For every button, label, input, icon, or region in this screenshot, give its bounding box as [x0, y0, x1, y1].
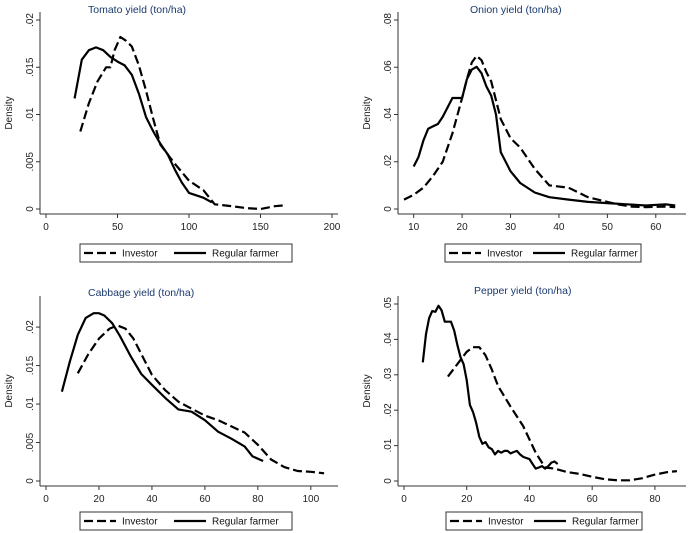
x-tick-label: 80	[252, 494, 264, 505]
legend: Investor Regular farmer	[444, 243, 642, 263]
series-line-investor	[447, 346, 678, 482]
legend: Investor Regular farmer	[79, 243, 293, 263]
chart-title: Pepper yield (ton/ha)	[474, 285, 571, 297]
chart-panel-3: Cabbage yield (ton/ha) Density 0 .005 .01 .01…	[4, 287, 338, 531]
chart-panel-1: Tomato yield (ton/ha) Density 0 .005 .01 .015…	[4, 4, 341, 263]
legend-label-regular-farmer: Regular farmer	[572, 517, 639, 528]
x-tick-label: 60	[587, 494, 599, 505]
y-tick-label: .02	[25, 320, 36, 334]
x-tick-label: 60	[650, 222, 662, 233]
x-tick-label: 40	[524, 494, 536, 505]
y-tick-label: .02	[383, 403, 394, 417]
x-tick-label: 20	[461, 494, 473, 505]
legend-label-regular-farmer: Regular farmer	[212, 249, 279, 260]
legend-label-investor: Investor	[122, 249, 158, 260]
x-tick-label: 40	[146, 494, 158, 505]
chart-title: Tomato yield (ton/ha)	[88, 4, 186, 16]
legend-label-investor: Investor	[487, 249, 523, 260]
legend: Investor Regular farmer	[79, 511, 293, 531]
legend-label-investor: Investor	[488, 517, 524, 528]
series-line-investor	[76, 324, 325, 475]
series-line-investor	[79, 35, 287, 211]
series-line-regular-farmer	[60, 312, 264, 463]
y-tick-label: .015	[25, 57, 36, 77]
chart-title: Onion yield (ton/ha)	[470, 4, 562, 16]
y-tick-label: 0	[383, 206, 394, 212]
y-axis-label: Density	[362, 374, 373, 407]
x-tick-label: 30	[505, 222, 517, 233]
y-tick-label: .08	[383, 13, 394, 27]
x-tick-label: 0	[401, 494, 407, 505]
x-tick-label: 100	[302, 494, 319, 505]
x-tick-label: 100	[181, 222, 198, 233]
y-tick-label: 0	[383, 478, 394, 484]
series-line-regular-farmer	[412, 65, 676, 207]
y-tick-label: .01	[25, 107, 36, 121]
series-line-investor	[403, 54, 676, 209]
x-tick-label: 20	[93, 494, 105, 505]
legend-label-regular-farmer: Regular farmer	[212, 517, 279, 528]
y-tick-label: .04	[383, 332, 394, 346]
legend-label-investor: Investor	[122, 517, 158, 528]
y-tick-label: .06	[383, 60, 394, 74]
x-tick-label: 50	[602, 222, 614, 233]
x-tick-label: 0	[43, 222, 49, 233]
y-tick-label: .01	[383, 438, 394, 452]
x-tick-label: 40	[553, 222, 565, 233]
y-tick-label: 0	[25, 206, 36, 212]
y-axis-label: Density	[362, 96, 373, 129]
x-tick-label: 10	[408, 222, 420, 233]
legend: Investor Regular farmer	[445, 511, 643, 531]
y-tick-label: .02	[383, 154, 394, 168]
series-line-regular-farmer	[421, 304, 559, 470]
y-tick-label: 0	[25, 478, 36, 484]
y-axis-label: Density	[4, 374, 15, 407]
x-tick-label: 150	[252, 222, 269, 233]
y-tick-label: .03	[383, 367, 394, 381]
y-axis-label: Density	[4, 96, 15, 129]
y-tick-label: .05	[383, 297, 394, 311]
y-tick-label: .02	[25, 13, 36, 27]
x-tick-label: 20	[457, 222, 469, 233]
y-tick-label: .005	[25, 152, 36, 172]
x-tick-label: 200	[324, 222, 341, 233]
x-tick-label: 50	[112, 222, 124, 233]
y-tick-label: .04	[383, 107, 394, 121]
series-line-regular-farmer	[73, 46, 213, 204]
x-tick-label: 60	[199, 494, 211, 505]
chart-panel-2: Onion yield (ton/ha) Density 0 .02 .04 .06 .08…	[362, 4, 686, 263]
y-tick-label: .015	[25, 355, 36, 375]
chart-panel-4: Pepper yield (ton/ha) Density 0 .01 .02 .03 .0…	[362, 285, 686, 531]
y-tick-label: .01	[25, 397, 36, 411]
x-tick-label: 0	[43, 494, 49, 505]
y-tick-label: .005	[25, 432, 36, 452]
x-tick-label: 80	[649, 494, 661, 505]
chart-title: Cabbage yield (ton/ha)	[88, 287, 194, 299]
legend-label-regular-farmer: Regular farmer	[571, 249, 638, 260]
